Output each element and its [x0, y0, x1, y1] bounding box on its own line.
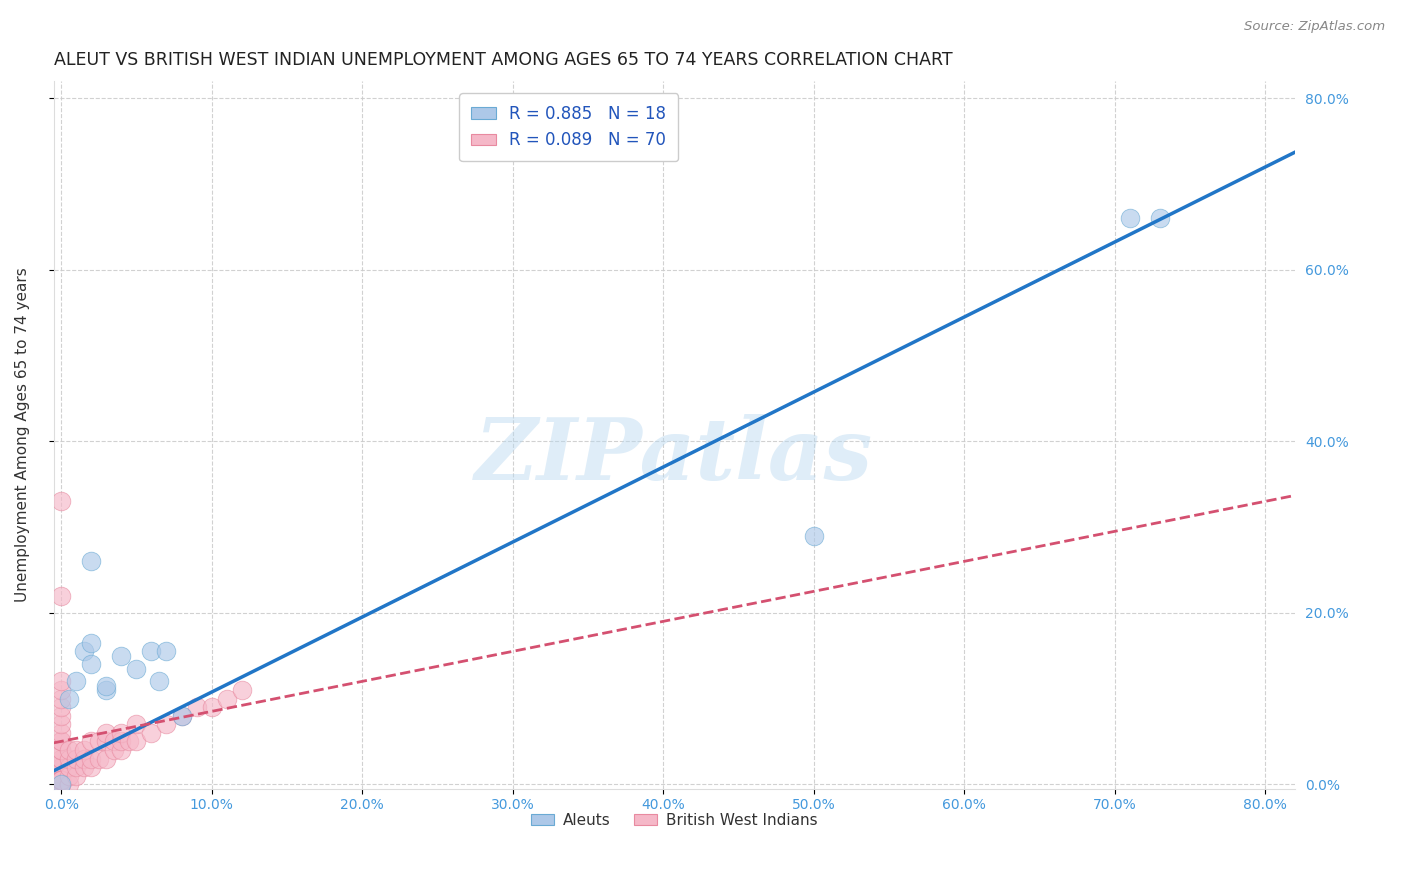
Point	[58, 751, 80, 765]
Point	[155, 717, 177, 731]
Point	[215, 691, 238, 706]
Point	[170, 708, 193, 723]
Point	[49, 777, 72, 791]
Text: ZIPatlas: ZIPatlas	[475, 415, 873, 498]
Point	[49, 717, 72, 731]
Point	[49, 589, 72, 603]
Point	[49, 751, 72, 765]
Point	[49, 751, 72, 765]
Point	[58, 760, 80, 774]
Point	[80, 554, 103, 568]
Point	[103, 743, 125, 757]
Point	[73, 760, 96, 774]
Point	[49, 777, 72, 791]
Point	[110, 648, 132, 663]
Text: ALEUT VS BRITISH WEST INDIAN UNEMPLOYMENT AMONG AGES 65 TO 74 YEARS CORRELATION : ALEUT VS BRITISH WEST INDIAN UNEMPLOYMEN…	[53, 51, 952, 69]
Point	[65, 760, 87, 774]
Point	[49, 777, 72, 791]
Point	[73, 751, 96, 765]
Point	[49, 777, 72, 791]
Point	[49, 777, 72, 791]
Point	[49, 700, 72, 714]
Text: Source: ZipAtlas.com: Source: ZipAtlas.com	[1244, 20, 1385, 33]
Point	[170, 708, 193, 723]
Point	[49, 760, 72, 774]
Point	[110, 726, 132, 740]
Point	[58, 777, 80, 791]
Point	[49, 772, 72, 787]
Point	[49, 494, 72, 508]
Point	[65, 743, 87, 757]
Point	[49, 777, 72, 791]
Point	[80, 636, 103, 650]
Point	[49, 772, 72, 787]
Point	[73, 644, 96, 658]
Point	[49, 777, 72, 791]
Point	[65, 674, 87, 689]
Point	[49, 708, 72, 723]
Point	[49, 769, 72, 783]
Point	[49, 734, 72, 748]
Point	[96, 734, 118, 748]
Point	[80, 760, 103, 774]
Point	[110, 743, 132, 757]
Point	[49, 772, 72, 787]
Point	[49, 777, 72, 791]
Point	[65, 751, 87, 765]
Point	[231, 682, 253, 697]
Point	[1149, 211, 1171, 226]
Point	[80, 657, 103, 672]
Point	[49, 760, 72, 774]
Point	[58, 743, 80, 757]
Point	[49, 743, 72, 757]
Point	[49, 769, 72, 783]
Point	[141, 726, 163, 740]
Point	[49, 760, 72, 774]
Point	[96, 751, 118, 765]
Point	[201, 700, 224, 714]
Point	[49, 777, 72, 791]
Point	[58, 769, 80, 783]
Point	[155, 644, 177, 658]
Point	[186, 700, 208, 714]
Point	[125, 661, 148, 675]
Point	[110, 734, 132, 748]
Point	[80, 734, 103, 748]
Point	[87, 734, 110, 748]
Point	[49, 772, 72, 787]
Point	[49, 674, 72, 689]
Point	[65, 769, 87, 783]
Point	[49, 777, 72, 791]
Point	[103, 734, 125, 748]
Point	[49, 772, 72, 787]
Point	[49, 726, 72, 740]
Point	[148, 674, 170, 689]
Point	[49, 777, 72, 791]
Point	[49, 691, 72, 706]
Point	[49, 743, 72, 757]
Point	[73, 743, 96, 757]
Point	[125, 717, 148, 731]
Point	[1118, 211, 1140, 226]
Point	[49, 769, 72, 783]
Legend: Aleuts, British West Indians: Aleuts, British West Indians	[524, 806, 824, 834]
Point	[96, 679, 118, 693]
Point	[96, 682, 118, 697]
Y-axis label: Unemployment Among Ages 65 to 74 years: Unemployment Among Ages 65 to 74 years	[15, 268, 30, 602]
Point	[49, 777, 72, 791]
Point	[118, 734, 141, 748]
Point	[49, 734, 72, 748]
Point	[96, 726, 118, 740]
Point	[141, 644, 163, 658]
Point	[58, 691, 80, 706]
Point	[49, 682, 72, 697]
Point	[87, 751, 110, 765]
Point	[125, 734, 148, 748]
Point	[803, 529, 825, 543]
Point	[80, 751, 103, 765]
